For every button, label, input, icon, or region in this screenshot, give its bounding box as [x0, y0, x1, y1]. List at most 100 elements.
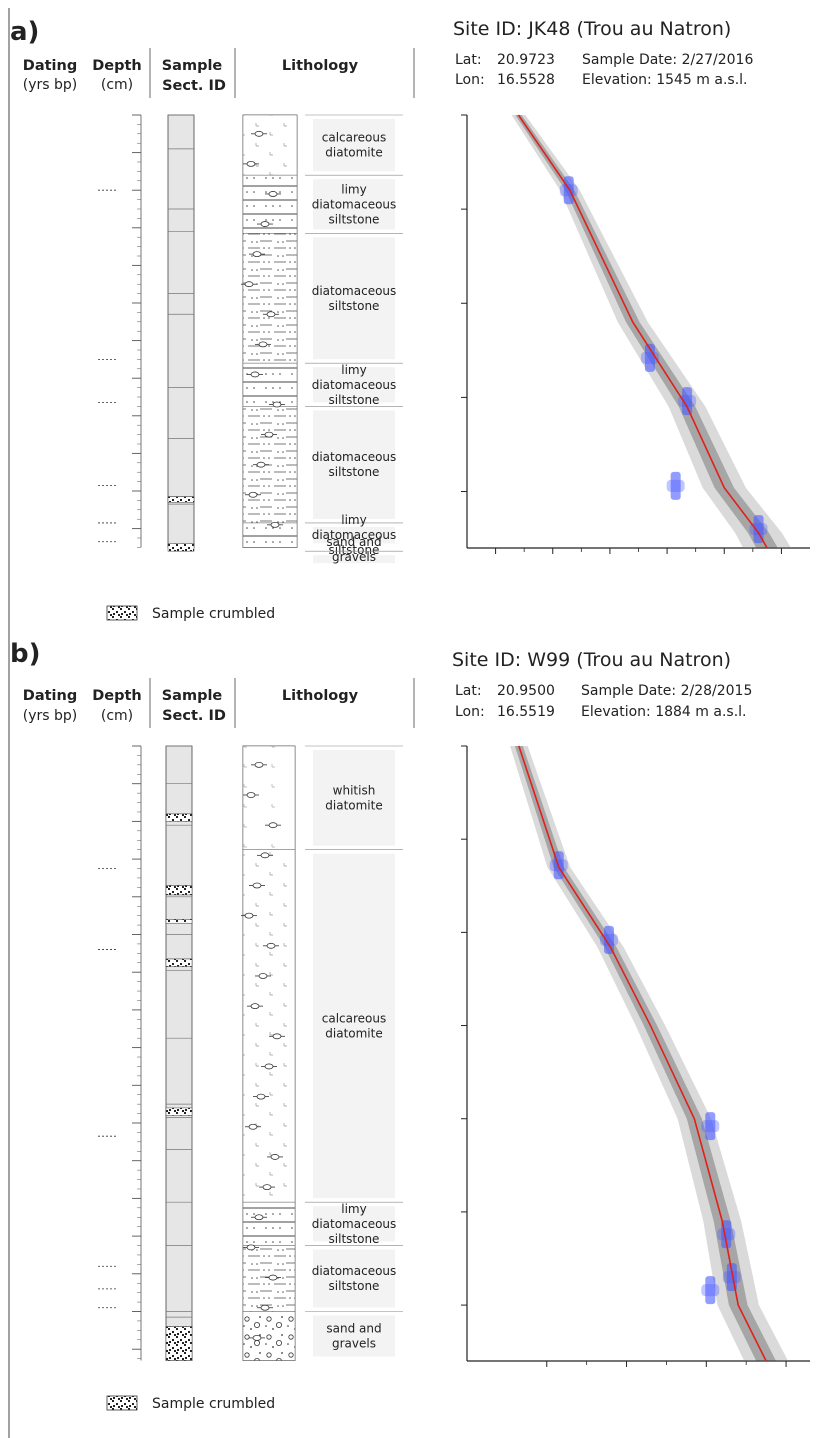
age-depth-chart — [461, 114, 810, 554]
lithology-unit-label: diatomaceous siltstone — [312, 284, 397, 313]
lithology-unit — [242, 233, 298, 364]
lithology-unit — [242, 362, 298, 407]
lithology-header: Lithology — [282, 688, 359, 704]
diatom-symbol — [262, 1184, 272, 1190]
crumbled-section — [165, 958, 193, 967]
diatom-symbol — [256, 461, 266, 468]
site-id: Site ID: JK48 (Trou au Natron) — [453, 18, 731, 40]
lithology-unit — [242, 1311, 296, 1361]
lithology-unit-label-line: siltstone — [329, 393, 380, 407]
lithology-unit — [242, 522, 298, 548]
lithology-unit — [242, 1201, 296, 1246]
dating-probability-halo — [559, 184, 578, 197]
dating-probability-halo — [678, 395, 697, 408]
panel-label: b) — [10, 639, 41, 669]
diatom-symbol — [264, 431, 274, 438]
diatom-symbol — [266, 311, 276, 318]
dating-unit: (yrs bp) — [23, 708, 77, 724]
crumbled-legend-swatch — [106, 1395, 138, 1411]
lithology-unit-box — [313, 237, 395, 360]
sample-core — [167, 114, 195, 548]
crumbled-legend-label: Sample crumbled — [152, 606, 275, 622]
dating-unit: (yrs bp) — [23, 77, 77, 93]
depth-unit: (cm) — [101, 77, 133, 93]
lon-value: 16.5528 — [497, 72, 555, 88]
lithology-unit-box — [313, 853, 395, 1199]
lithology-unit-label-line: diatomaceous — [312, 197, 397, 211]
diatom-symbol — [246, 160, 256, 167]
lithology-unit-box — [313, 1249, 395, 1308]
crumbled-section — [165, 813, 193, 822]
diatom-symbol — [268, 822, 278, 829]
diatom-symbol — [272, 1033, 282, 1040]
age-model-line — [518, 745, 767, 1362]
elevation: Elevation: 1884 m a.s.l. — [581, 704, 746, 720]
sample-date: Sample Date: 2/27/2016 — [582, 52, 753, 68]
lithology-unit-label-line: diatomaceous — [312, 450, 397, 464]
lon-label: Lon: — [455, 72, 485, 88]
dating-probability-halo — [666, 479, 685, 492]
lithology-unit-label-line: siltstone — [329, 543, 380, 557]
diatom-symbol — [248, 1123, 258, 1130]
lon-value: 16.5519 — [497, 704, 555, 720]
lithology-unit-label: sand and gravels — [326, 1322, 381, 1351]
dating-probability-blob — [644, 343, 655, 372]
crumbled-section — [165, 885, 193, 896]
panel-label: a) — [10, 17, 39, 47]
lithology-header: Lithology — [282, 58, 359, 74]
crumbled-section — [165, 1326, 193, 1361]
lithology-unit-label-line: siltstone — [329, 465, 380, 479]
lithology-unit-box — [313, 367, 395, 403]
lithology-unit-label-line: gravels — [332, 1337, 376, 1351]
diatom-symbol — [258, 973, 268, 979]
diatom-symbol — [254, 1214, 264, 1221]
lithology-unit-label-line: diatomite — [325, 1026, 382, 1040]
crumbled-legend-swatch — [106, 605, 138, 621]
diatom-symbol — [244, 281, 254, 288]
lithology-unit-label-line: siltstone — [329, 299, 380, 313]
lithology-unit-label: limy diatomaceous siltstone — [312, 182, 397, 226]
lithology-unit — [242, 406, 298, 524]
lat-label: Lat: — [455, 683, 482, 699]
lithology-unit-label-line: calcareous — [322, 131, 387, 145]
diatom-symbol — [244, 912, 254, 919]
lithology-unit-label: whitish diatomite — [325, 783, 382, 812]
dating-probability-halo — [717, 1228, 736, 1241]
diatom-symbol — [268, 191, 278, 197]
lithology-unit-box — [313, 1206, 395, 1242]
lithology-unit-label: limy diatomaceous siltstone — [312, 363, 397, 407]
lithology-unit-label-line: limy — [341, 513, 366, 527]
dating-probability-blob — [705, 1276, 716, 1305]
lithology-unit-label-line: siltstone — [329, 1279, 380, 1293]
lithology-unit-label: calcareous diatomite — [322, 1011, 387, 1040]
lithology-unit — [242, 174, 298, 234]
dating-probability-blob — [563, 176, 574, 205]
lat-value: 20.9723 — [497, 52, 555, 68]
depth-unit: (cm) — [101, 708, 133, 724]
lithology-unit-label-line: limy — [341, 363, 366, 377]
lithology-unit-label-line: diatomite — [325, 146, 382, 160]
lithology-unit-label-line: sand and — [326, 535, 381, 549]
lithology-unit — [242, 849, 296, 1203]
lithology-unit-box — [313, 750, 395, 846]
dating-header: Dating — [23, 688, 77, 704]
dating-probability-blob — [705, 1112, 716, 1141]
diatom-symbol — [246, 1244, 256, 1251]
diatom-symbol — [254, 130, 264, 137]
diatom-symbol — [266, 942, 276, 949]
lithology-unit-label-line: diatomaceous — [312, 528, 397, 542]
lithology-unit-label-line: whitish — [333, 783, 376, 797]
diatom-symbol — [264, 1063, 274, 1070]
dating-probability-blob — [670, 471, 681, 500]
lithology-unit-box — [313, 555, 395, 564]
diatom-symbol — [270, 1154, 280, 1160]
lithology-unit-box — [313, 119, 395, 172]
lithology-unit-label: limy diatomaceous siltstone — [312, 1202, 397, 1246]
lithology-unit-label-line: limy — [341, 1202, 366, 1216]
lithology-unit-label-line: calcareous — [322, 1011, 387, 1025]
dating-header: Dating — [23, 58, 77, 74]
lithology-unit-box — [313, 1315, 395, 1357]
diatom-symbol — [260, 221, 270, 227]
